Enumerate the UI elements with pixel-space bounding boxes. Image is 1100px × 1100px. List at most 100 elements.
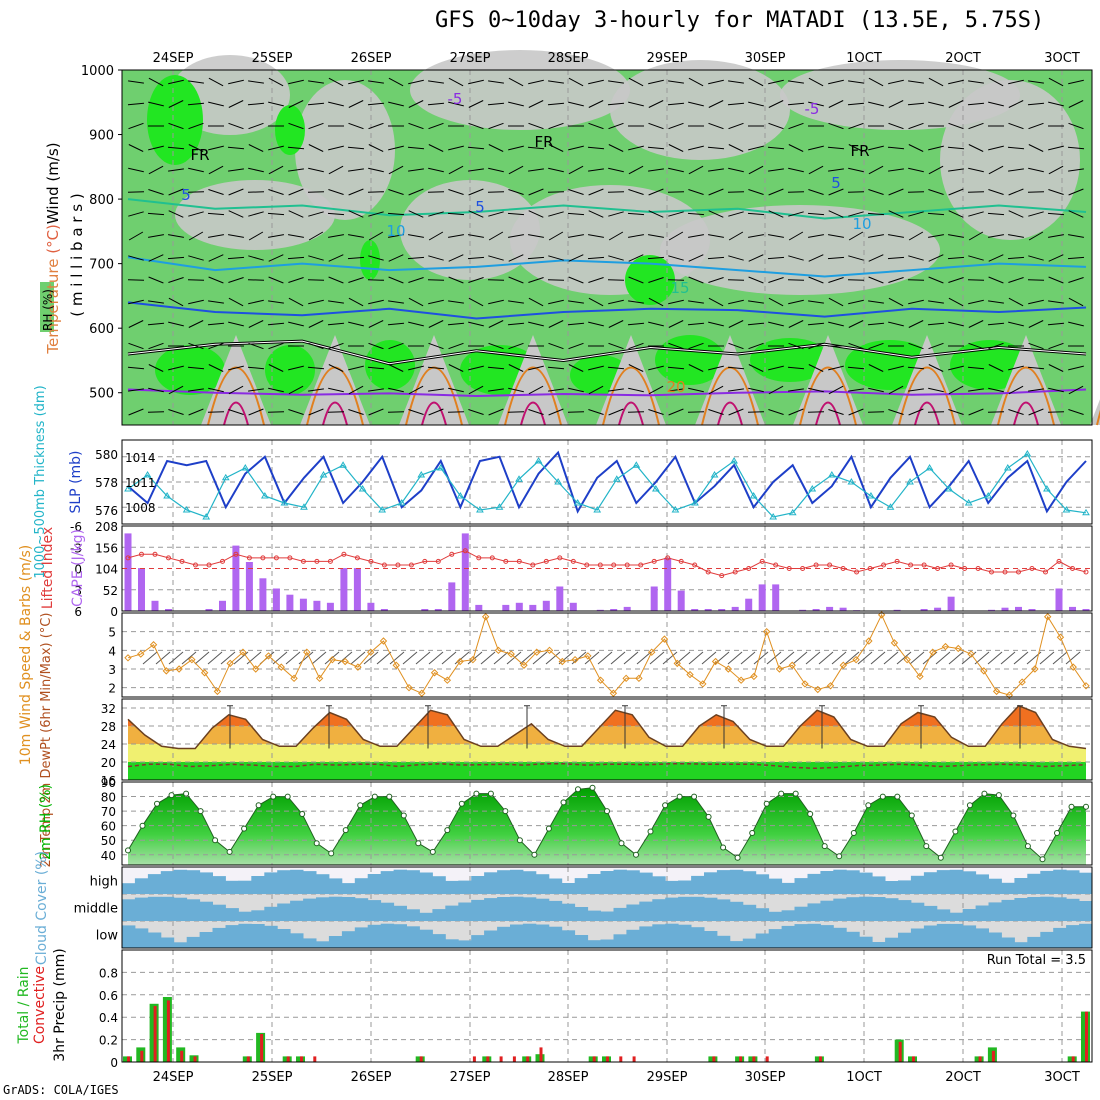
wind-marker [430,669,439,677]
wind-barb [948,297,964,307]
wind-barb [248,342,264,350]
isotherm-line [127,198,1087,220]
wind-barb [708,234,724,238]
wind-barb [367,191,385,193]
wind-barb [1028,342,1044,350]
li-marker [1043,569,1048,575]
wind-barb [588,100,604,108]
cloud-high-bar [341,883,356,894]
wind-barb [1048,387,1064,393]
wind-barb [870,651,886,665]
precip-convective-bar [526,1056,530,1062]
wind-barb [888,100,904,108]
rh-marker [284,793,291,800]
wind-barb [808,145,824,151]
precip-convective-bar [499,1056,503,1062]
wind-barb [368,144,384,152]
wind-barb [388,387,404,393]
rh-marker [1054,830,1060,836]
rh-ylabel: 2m RH (%) [38,784,54,860]
cloud-low-bar [872,942,886,948]
wind-barb [308,122,324,130]
thickness-marker [984,492,993,499]
wind-tick-label: 5 [108,626,116,640]
cloud-middle-bar [419,912,433,921]
wind-barb [867,212,885,216]
wind-barb [155,651,171,665]
li-marker [705,569,711,575]
wind-barb [548,211,564,217]
wind-barb [188,167,204,173]
rh-marker [473,790,480,797]
wind-barb [788,231,804,241]
wind-barb [868,364,884,372]
precip-convective-bar [286,1056,290,1062]
wind-barb [808,387,824,393]
cloud-high-bar [898,880,912,894]
wind-barb [948,321,964,327]
top-day-label: 30SEP [745,51,786,66]
cape-bar [205,609,213,611]
wind-barb [908,231,924,241]
wind-marker [213,687,222,696]
wind-barb [788,122,804,130]
wind-barb [528,79,544,85]
wind-barb [748,276,764,284]
wind-barb [288,122,304,130]
wind-barb [268,300,284,304]
cloud-high-bar [380,871,395,894]
wind-barb [148,234,164,238]
cloud-low-bar [484,930,498,948]
wind-barb [248,388,264,392]
wind-barb [208,145,224,151]
cape-bar [313,600,321,611]
cloud-middle-bar [755,908,770,921]
rh-moist-area [147,75,203,165]
thickness-tick-label: 580 [95,448,118,462]
pressure-tick-label: 600 [89,322,114,337]
cloud-low-bar [406,926,420,948]
wind-barb [308,144,324,152]
top-day-label: 3OCT [1044,51,1080,66]
wind-barb [528,100,544,108]
wind-barb [327,411,345,413]
wind-barb [448,364,464,372]
wind-barb [768,277,784,283]
wind-barb [488,408,504,416]
cloud-middle-bar [354,898,369,921]
rh-marker [1024,843,1031,850]
wind-barb [468,409,484,415]
li-ylabel: Lifted Index [40,527,56,609]
thickness-marker [651,485,660,492]
wind-barb [708,188,724,196]
cape-bar [219,600,226,611]
wind-barb [888,122,904,130]
wind-barb [727,366,745,370]
wind-barb [948,79,964,85]
wind-barb [967,366,985,370]
rh-marker [720,844,727,851]
wind-barb [147,212,165,216]
wind-barb [208,101,224,107]
wind-barb [568,300,584,304]
rh-marker [342,827,349,834]
wind-barb [428,231,444,241]
wind-barb [828,321,844,327]
wind-barb [968,255,984,261]
bottom-day-label: 3OCT [1044,1070,1080,1085]
cloud-low-bar [548,926,563,948]
wind-barb [628,77,644,87]
wind-barb [607,366,625,370]
wind-barb [548,255,564,261]
rh-tick-label: 80 [101,791,116,805]
wind-barb [608,388,624,392]
top-day-label: 27SEP [450,51,491,66]
wind-barb [928,254,944,262]
wind-barb [288,79,304,85]
wind-barb [168,277,184,283]
wind-barb [307,191,325,193]
wind-barb [288,409,304,415]
li-marker [692,562,698,568]
wind-barb [228,79,244,85]
wind-barb [608,342,624,350]
